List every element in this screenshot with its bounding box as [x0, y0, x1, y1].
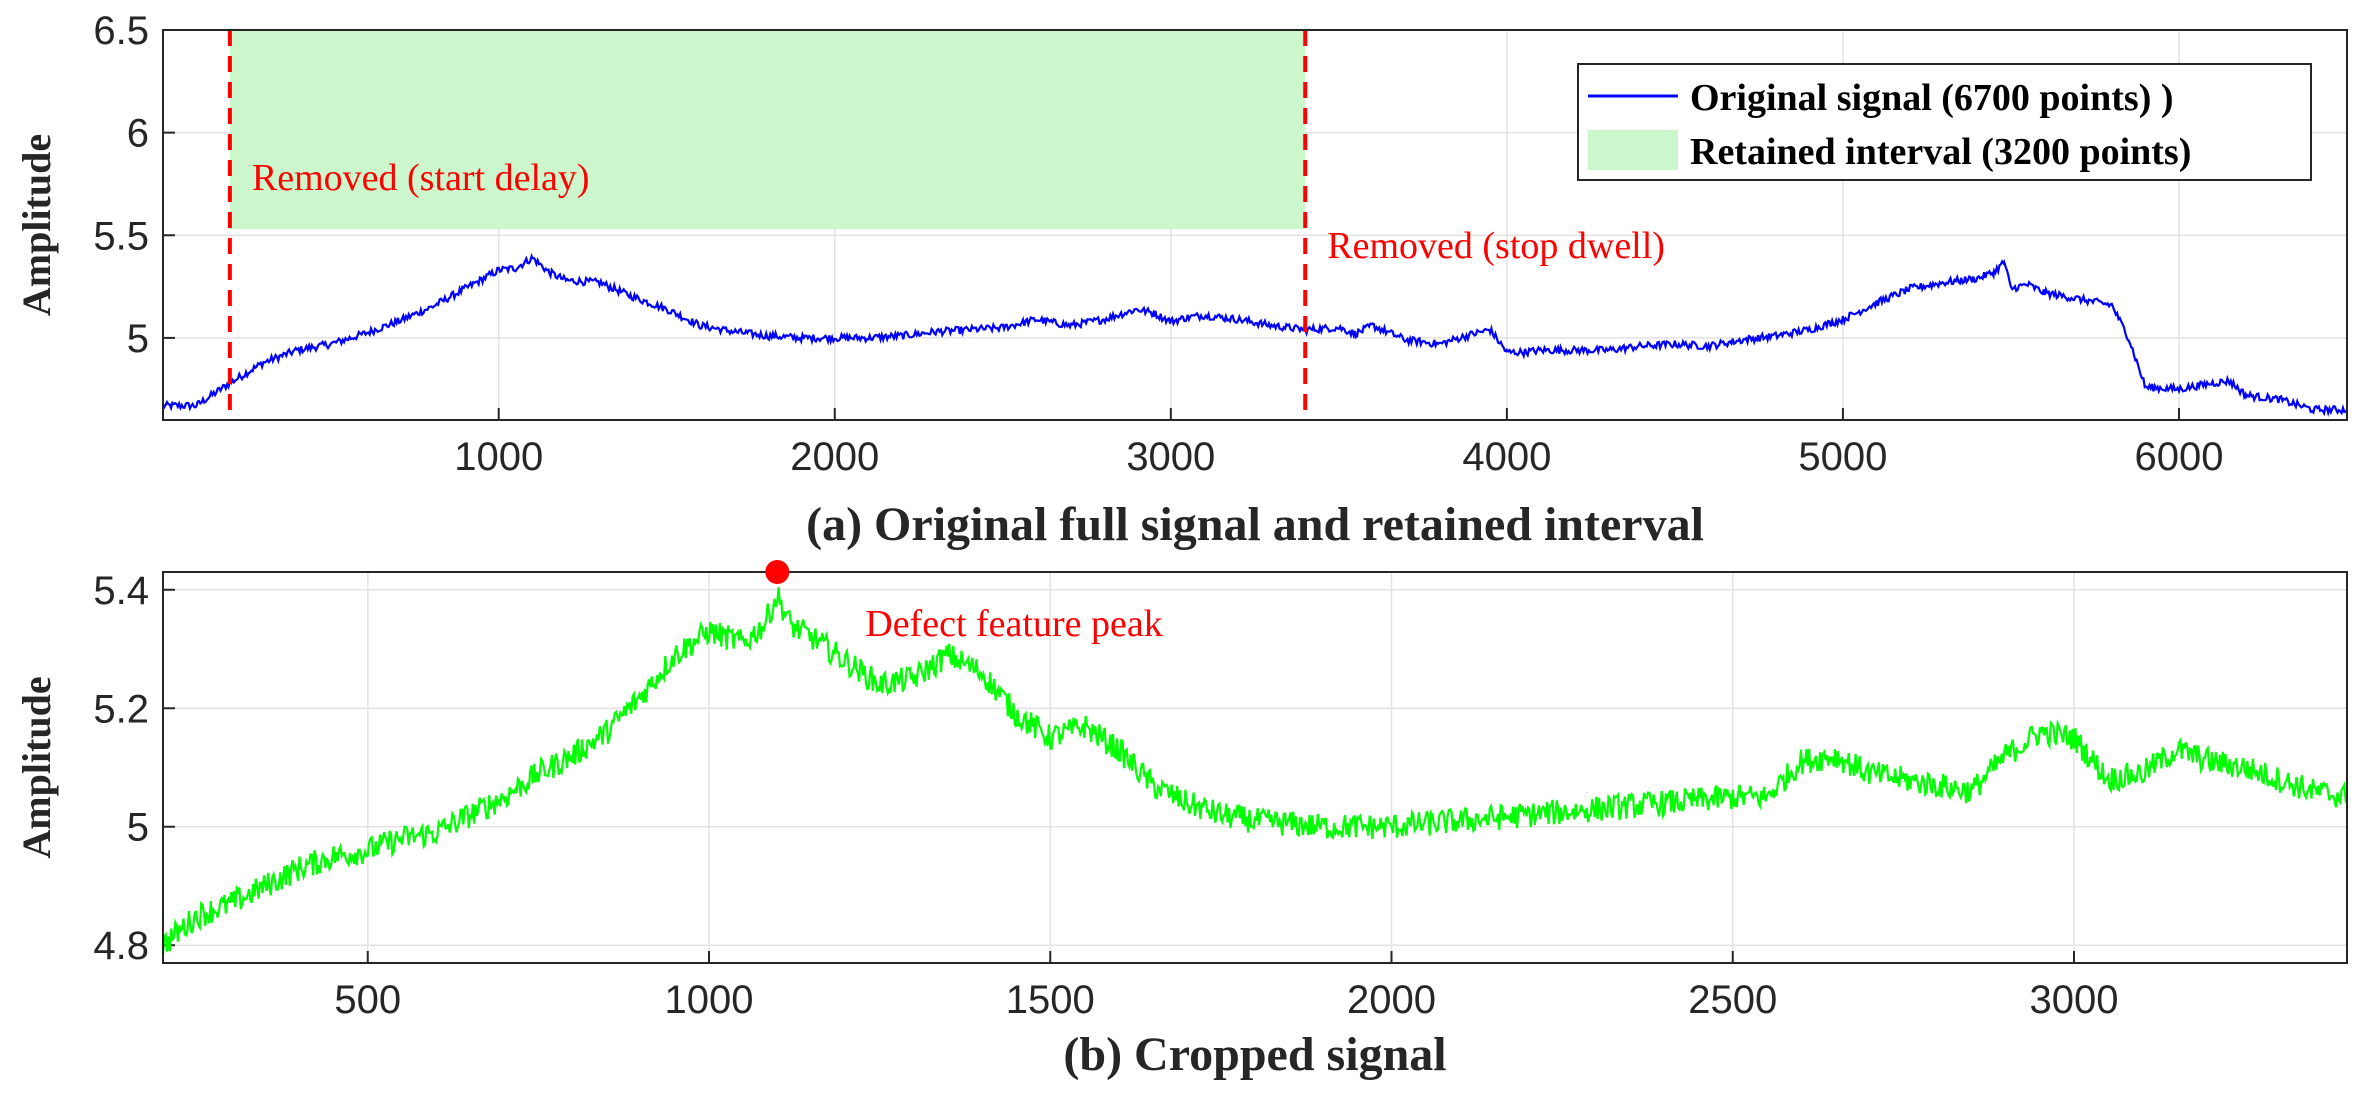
panel-a-y-tick-label: 5.5 — [93, 214, 149, 258]
panel-a-x-tick-label: 5000 — [1798, 435, 1887, 479]
stop-dwell-label: Removed (stop dwell) — [1327, 225, 1665, 267]
y-axis-label-b: Amplitude — [14, 676, 59, 858]
panel-b-y-tick-label: 5.2 — [93, 687, 149, 731]
caption-b: (b) Cropped signal — [1063, 1028, 1446, 1081]
panel-b: 500 1000 1500 2000 2500 3000 4.8 5 5.2 5.4 Defect… — [14, 560, 2348, 1081]
panel-a-y-tick-label: 6.5 — [93, 9, 149, 53]
plot-area-b — [163, 572, 2347, 963]
panel-b-x-tick-label: 500 — [334, 978, 401, 1022]
panel-a-x-tick-label: 6000 — [2134, 435, 2223, 479]
panel-b-x-tick-label: 2000 — [1347, 978, 1436, 1022]
legend: Original signal (6700 points) ) Retained… — [1577, 63, 2312, 181]
caption-a: (a) Original full signal and retained in… — [806, 498, 1704, 551]
panel-b-y-tick-label: 5.4 — [93, 569, 149, 613]
panel-a-y-tick-label: 5 — [127, 317, 149, 361]
legend-box — [1577, 63, 2312, 181]
panel-a-y-tick-label: 6 — [127, 112, 149, 156]
defect-peak-label: Defect feature peak — [865, 603, 1162, 645]
panel-a-x-tick-label: 1000 — [454, 435, 543, 479]
legend-signal-label: Original signal (6700 points) ) — [1690, 77, 2174, 119]
panel-b-x-tick-label: 1000 — [665, 978, 754, 1022]
defect-peak-marker — [765, 560, 790, 584]
tick-labels-a: 1000 2000 3000 4000 5000 6000 5 5.5 6 6.5 — [93, 9, 2223, 479]
retained-interval-band — [229, 30, 1306, 230]
panel-b-y-tick-label: 5 — [127, 806, 149, 850]
original-signal-line — [162, 252, 2348, 418]
y-axis-label-a: Amplitude — [14, 134, 59, 316]
panel-b-x-tick-label: 3000 — [2030, 978, 2119, 1022]
panel-b-x-tick-label: 2500 — [1688, 978, 1777, 1022]
panel-b-x-tick-label: 1500 — [1006, 978, 1095, 1022]
grid-b — [163, 572, 2347, 963]
panel-a: 1000 2000 3000 4000 5000 6000 5 5.5 6 6.5 Removed… — [14, 9, 2348, 551]
axes-frame-a — [162, 29, 2348, 421]
start-delay-label: Removed (start delay) — [252, 157, 590, 199]
tick-labels-b: 500 1000 1500 2000 2500 3000 4.8 5 5.2 5.4 — [93, 569, 2118, 1022]
legend-interval-label: Retained interval (3200 points) — [1690, 131, 2191, 173]
legend-interval-swatch — [1588, 130, 1678, 170]
panel-a-x-tick-label: 2000 — [790, 435, 879, 479]
cropped-signal-line — [161, 587, 2348, 955]
axes-frame-b — [162, 571, 2348, 964]
panel-a-x-tick-label: 4000 — [1462, 435, 1551, 479]
panel-b-y-tick-label: 4.8 — [93, 924, 149, 968]
panel-a-x-tick-label: 3000 — [1126, 435, 1215, 479]
